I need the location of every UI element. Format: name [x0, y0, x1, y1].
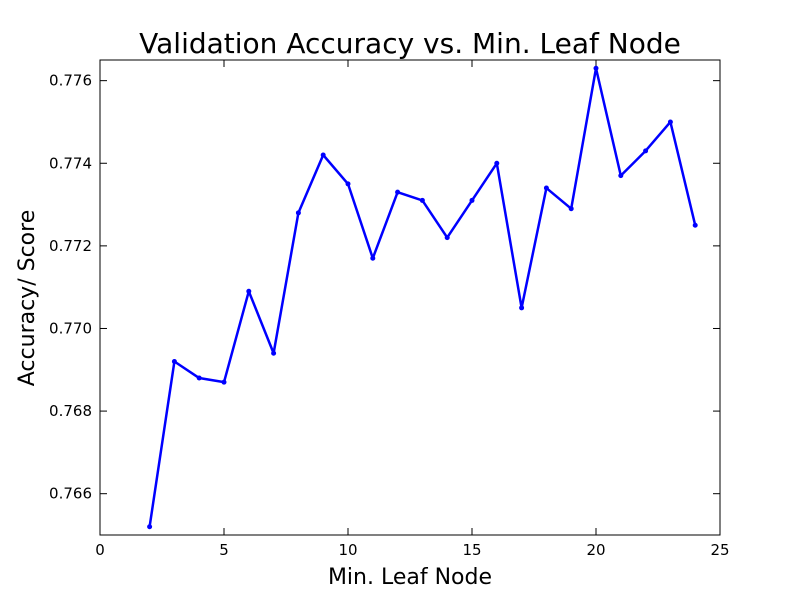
data-point — [171, 359, 177, 365]
data-point — [419, 197, 425, 203]
x-tick-label: 10 — [338, 541, 357, 559]
data-point — [494, 160, 500, 166]
data-point — [444, 235, 450, 241]
data-point — [370, 255, 376, 261]
y-tick-label: 0.766 — [49, 485, 92, 503]
series-layer — [147, 65, 698, 530]
x-tick-label: 20 — [586, 541, 605, 559]
y-tick-label: 0.774 — [49, 154, 92, 172]
data-point — [147, 524, 153, 530]
data-point — [246, 288, 252, 294]
y-tick-label: 0.770 — [49, 319, 92, 337]
y-axis-label: Accuracy/ Score — [15, 210, 40, 386]
x-axis-label: Min. Leaf Node — [328, 565, 492, 590]
x-tick-label: 5 — [219, 541, 229, 559]
x-tick-label: 0 — [95, 541, 105, 559]
data-point — [469, 197, 475, 203]
data-point — [643, 148, 649, 154]
data-point — [295, 210, 301, 216]
data-point — [345, 181, 351, 187]
y-tick-label: 0.776 — [49, 72, 92, 90]
y-axis: 0.766 0.768 0.770 0.772 0.774 0.776 — [49, 72, 720, 503]
data-point — [395, 189, 401, 195]
y-tick-label: 0.768 — [49, 402, 92, 420]
data-point — [271, 350, 277, 356]
x-tick-label: 15 — [462, 541, 481, 559]
data-point — [196, 375, 202, 381]
data-point — [618, 173, 624, 179]
data-point — [692, 222, 698, 228]
data-point — [543, 185, 549, 191]
y-tick-label: 0.772 — [49, 237, 92, 255]
data-point — [221, 379, 227, 385]
x-tick-label: 25 — [710, 541, 729, 559]
data-point — [320, 152, 326, 158]
x-axis: 0 5 10 15 20 25 — [95, 60, 730, 559]
data-point — [568, 206, 574, 212]
data-point — [519, 305, 525, 311]
data-point — [667, 119, 673, 125]
plot-frame — [99, 59, 721, 536]
series-line — [148, 67, 697, 527]
chart-title: Validation Accuracy vs. Min. Leaf Node — [139, 27, 681, 60]
data-point — [593, 65, 599, 71]
